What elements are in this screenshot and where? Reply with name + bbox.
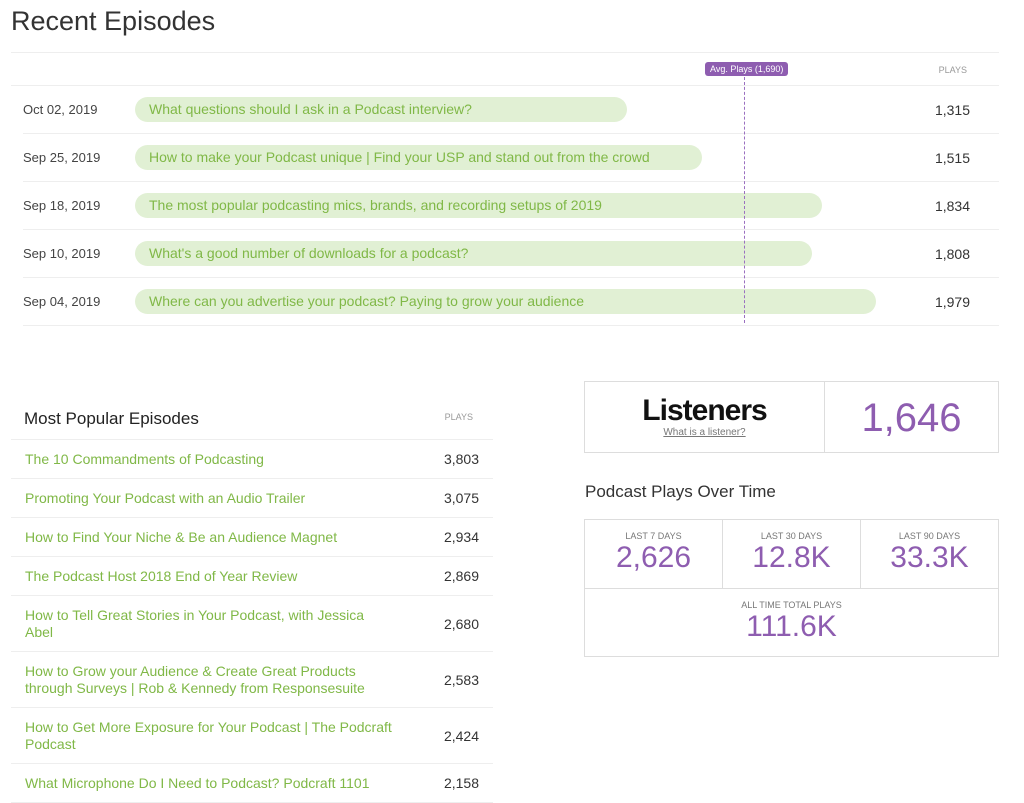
stat-label: All Time Total Plays: [741, 600, 842, 610]
episode-date: Oct 02, 2019: [23, 102, 98, 117]
popular-episode-plays: 2,869: [443, 568, 479, 584]
episode-date: Sep 18, 2019: [23, 198, 101, 213]
stat-value: 2,626: [615, 541, 692, 574]
episode-bar-link[interactable]: What's a good number of downloads for a …: [135, 241, 812, 266]
stat-value: 111.6K: [746, 610, 837, 643]
avg-plays-line: [744, 77, 745, 323]
episode-date: Sep 10, 2019: [23, 246, 101, 261]
listeners-card: Listeners What is a listener? 1,646: [584, 381, 999, 453]
avg-plays-badge: Avg. Plays (1,690): [705, 62, 789, 76]
popular-episode-row: How to Find Your Niche & Be an Audience …: [11, 518, 493, 557]
episode-row: Sep 10, 2019 What's a good number of dow…: [23, 230, 999, 278]
last-7-days-stat: Last 7 Days 2,626: [585, 520, 722, 588]
page-title: Recent Episodes: [11, 6, 216, 36]
plays-column-header: PLAYS: [938, 65, 967, 75]
listeners-label: Listeners: [642, 394, 767, 427]
popular-episode-link[interactable]: How to Grow your Audience & Create Great…: [25, 663, 365, 696]
episode-row: Oct 02, 2019 What questions should I ask…: [23, 86, 999, 134]
popular-episode-row: How to Tell Great Stories in Your Podcas…: [11, 596, 493, 652]
stat-label: Last 7 Days: [625, 531, 682, 541]
popular-episode-row: How to Get More Exposure for Your Podcas…: [11, 708, 493, 764]
popular-episode-link[interactable]: The Podcast Host 2018 End of Year Review: [25, 568, 298, 584]
stat-label: Last 30 Days: [760, 531, 823, 541]
stat-value: 12.8K: [752, 541, 831, 574]
episode-plays: 1,834: [934, 197, 970, 214]
listeners-value: 1,646: [861, 396, 962, 440]
popular-episode-plays: 2,158: [443, 775, 479, 791]
recent-header: Avg. Plays (1,690) PLAYS: [11, 53, 999, 86]
episode-bar-link[interactable]: Where can you advertise your podcast? Pa…: [135, 289, 876, 314]
popular-episode-row: The 10 Commandments of Podcasting 3,803: [11, 440, 493, 479]
popular-episode-link[interactable]: How to Find Your Niche & Be an Audience …: [25, 529, 338, 545]
episode-row: Sep 18, 2019 The most popular podcasting…: [23, 182, 999, 230]
episode-row: Sep 04, 2019 Where can you advertise you…: [23, 278, 999, 326]
popular-episode-plays: 2,583: [443, 671, 479, 688]
popular-episode-plays: 3,075: [443, 490, 479, 506]
popular-episode-plays: 2,934: [443, 529, 479, 545]
popular-episode-row: How to Grow your Audience & Create Great…: [11, 652, 493, 708]
plays-over-time-card: Last 7 Days 2,626 Last 30 Days 12.8K Last …: [584, 519, 999, 657]
popular-episode-link[interactable]: The 10 Commandments of Podcasting: [25, 451, 264, 467]
episode-plays: 1,979: [934, 293, 970, 310]
popular-episode-link[interactable]: Promoting Your Podcast with an Audio Tra…: [25, 490, 306, 506]
popular-episode-link[interactable]: How to Get More Exposure for Your Podcas…: [25, 719, 392, 752]
stat-value: 33.3K: [890, 541, 969, 574]
popular-episode-plays: 2,680: [443, 615, 479, 632]
popular-episode-plays: 3,803: [443, 451, 479, 467]
plays-over-time-title: Podcast Plays Over Time: [585, 482, 776, 501]
popular-title: Most Popular Episodes: [24, 409, 199, 428]
popular-episode-link[interactable]: What Microphone Do I Need to Podcast? Po…: [25, 775, 370, 791]
recent-episodes-table: Avg. Plays (1,690) PLAYS Oct 02, 2019 Wh…: [11, 52, 999, 326]
episode-bar-link[interactable]: What questions should I ask in a Podcast…: [135, 97, 627, 122]
episode-row: Sep 25, 2019 How to make your Podcast un…: [23, 134, 999, 182]
episode-date: Sep 04, 2019: [23, 294, 101, 309]
popular-episode-row: The Podcast Host 2018 End of Year Review…: [11, 557, 493, 596]
stat-label: Last 90 Days: [898, 531, 961, 541]
episode-plays: 1,808: [934, 245, 970, 262]
popular-episode-row: Promoting Your Podcast with an Audio Tra…: [11, 479, 493, 518]
what-is-listener-link[interactable]: What is a listener?: [663, 427, 746, 438]
last-90-days-stat: Last 90 Days 33.3K: [860, 520, 998, 588]
popular-episode-link[interactable]: How to Tell Great Stories in Your Podcas…: [25, 607, 365, 640]
episode-plays: 1,515: [934, 149, 970, 166]
last-30-days-stat: Last 30 Days 12.8K: [722, 520, 860, 588]
popular-episode-plays: 2,424: [443, 727, 479, 744]
episode-date: Sep 25, 2019: [23, 150, 101, 165]
episode-bar-link[interactable]: How to make your Podcast unique | Find y…: [135, 145, 702, 170]
popular-episode-row: What Microphone Do I Need to Podcast? Po…: [11, 764, 493, 803]
episode-plays: 1,315: [934, 101, 970, 118]
episode-bar-link[interactable]: The most popular podcasting mics, brands…: [135, 193, 822, 218]
plays-column-header: PLAYS: [444, 412, 473, 422]
all-time-stat: All Time Total Plays 111.6K: [585, 589, 998, 644]
popular-episodes-table: Most Popular Episodes PLAYS The 10 Comma…: [11, 400, 493, 803]
